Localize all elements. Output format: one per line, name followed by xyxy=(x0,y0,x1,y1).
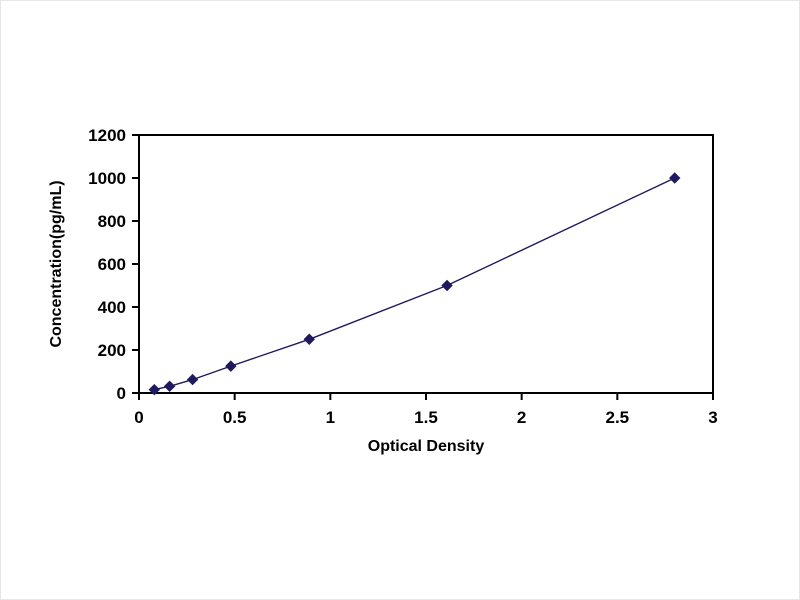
data-point-marker xyxy=(186,373,199,386)
x-tick-label: 2.5 xyxy=(606,408,630,427)
y-tick-label: 1000 xyxy=(88,169,126,188)
data-series-line xyxy=(154,177,675,391)
plot-frame xyxy=(138,134,714,394)
data-point-marker xyxy=(148,383,161,396)
data-point-marker xyxy=(225,360,237,372)
data-point-marker xyxy=(441,279,453,292)
y-tick-label: 600 xyxy=(98,255,126,274)
x-tick-label: 3 xyxy=(708,408,717,427)
y-axis-label: Concentration(pg/mL) xyxy=(48,180,65,347)
x-tick-label: 1 xyxy=(326,408,335,427)
x-tick-label: 0 xyxy=(134,408,143,427)
x-axis-label: Optical Density xyxy=(368,438,485,455)
x-tick-label: 0.5 xyxy=(223,408,247,427)
y-tick-label: 0 xyxy=(117,384,126,403)
x-tick-label: 2 xyxy=(517,408,526,427)
x-tick-label: 1.5 xyxy=(414,408,438,427)
y-tick-label: 200 xyxy=(98,341,126,360)
data-point-marker xyxy=(669,172,681,184)
y-tick-label: 800 xyxy=(98,212,126,231)
data-point-marker xyxy=(303,333,315,345)
y-tick-label: 400 xyxy=(98,298,126,317)
y-tick-label: 1200 xyxy=(88,126,126,145)
data-point-marker xyxy=(163,380,176,392)
